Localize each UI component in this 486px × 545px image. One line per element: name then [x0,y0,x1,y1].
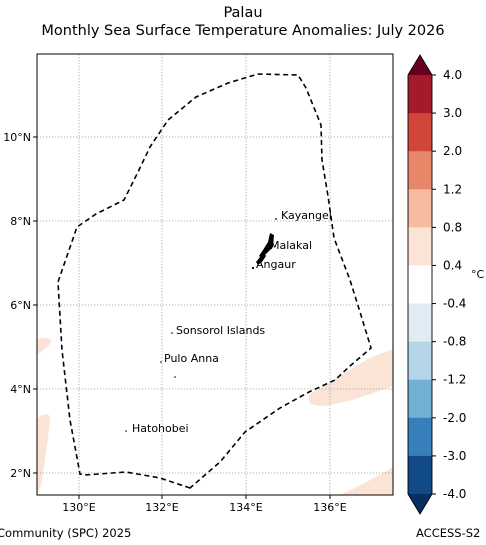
warm-anomaly-region-south-east [309,349,393,406]
anomaly-shading [37,337,393,495]
warm-anomaly-region-south-east-corner [340,467,393,495]
colorbar-block [408,265,432,304]
pulo-anna-islet [160,361,162,363]
colorbar-tick-label: 1.2 [443,182,462,196]
map-subtitle: Monthly Sea Surface Temperature Anomalie… [41,23,445,39]
colorbar-tick-label: -2.0 [443,411,466,425]
footer-model-name: ACCESS-S2 [416,526,481,540]
colorbar-tick-label: -1.2 [443,373,466,387]
colorbar-block [408,75,432,114]
hatohobei-islet [125,430,127,432]
map-panel: Kayangel Malakal Angaur Sonsorol Islands… [36,53,394,496]
graticule [37,54,393,495]
palau-main-islands [125,218,277,432]
colorbar-block [408,341,432,381]
footer-credit: Community (SPC) 2025 [0,526,132,540]
place-label-pulo-anna: Pulo Anna [164,352,219,365]
place-label-kayangel: Kayangel [281,209,332,222]
map-title: Palau [223,5,263,21]
colorbar-block [408,189,432,228]
angaur-islet [251,266,255,270]
colorbar-ticks: 4.0 3.0 2.0 1.2 0.8 0.4 -0.4 -0.8 -1.2 -2.0 -3.0 -4… [432,68,466,501]
colorbar-color-blocks [408,55,432,514]
colorbar-block [408,379,432,419]
place-label-angaur: Angaur [256,258,296,271]
colorbar-block [408,303,432,343]
lat-tick-label-10n: 10°N [3,131,31,144]
colorbar-tick-label: 0.8 [443,220,462,234]
colorbar: 4.0 3.0 2.0 1.2 0.8 0.4 -0.4 -0.8 -1.2 -2.0 -3.0 -4… [407,54,485,515]
colorbar-tick-label: 2.0 [443,144,462,158]
babeldaob-island [259,233,274,258]
warm-anomaly-region-west-edge [37,414,50,495]
lat-tick-label-6n: 6°N [10,299,31,312]
lon-tick-label-132: 132°E [145,501,178,514]
colorbar-tick-label: 0.4 [443,258,462,272]
place-label-hatohobei: Hatohobei [132,422,189,435]
colorbar-tick-label: 3.0 [443,106,462,120]
place-labels: Kayangel Malakal Angaur Sonsorol Islands… [132,209,332,435]
lat-tick-label-2n: 2°N [10,467,31,480]
colorbar-block [408,113,432,152]
unlabeled-islet [174,376,176,378]
lat-tick-label-8n: 8°N [10,215,31,228]
colorbar-tick-label: 4.0 [443,68,462,82]
colorbar-unit-label: °C [471,268,485,281]
colorbar-extension-bottom [408,494,432,514]
sonsorol-islet [171,332,173,334]
colorbar-extension-top [408,55,432,75]
place-label-malakal: Malakal [270,239,312,252]
eez-boundary-line [57,73,372,489]
lat-tick-label-4n: 4°N [10,383,31,396]
ocean-background [37,54,393,495]
lon-tick-label-130: 130°E [62,501,95,514]
colorbar-block [408,417,432,457]
colorbar-block [408,227,432,266]
koror-rock-islands [256,252,266,265]
colorbar-block [408,151,432,190]
colorbar-tick-label: -0.8 [443,335,466,349]
lon-axis: 130°E 132°E 134°E 136°E [62,495,347,514]
colorbar-tick-label: -4.0 [443,487,466,501]
colorbar-tick-label: -3.0 [443,449,466,463]
place-label-sonsorol: Sonsorol Islands [176,324,265,337]
kayangel-islet [275,218,277,220]
map-frame [36,53,394,496]
colorbar-tick-label: -0.4 [443,297,466,311]
lon-tick-label-134: 134°E [229,501,262,514]
lat-axis: 10°N 8°N 6°N 4°N 2°N [3,131,37,480]
colorbar-block [408,455,432,495]
warm-anomaly-region-west-small [37,337,52,354]
lon-tick-label-136: 136°E [313,501,346,514]
